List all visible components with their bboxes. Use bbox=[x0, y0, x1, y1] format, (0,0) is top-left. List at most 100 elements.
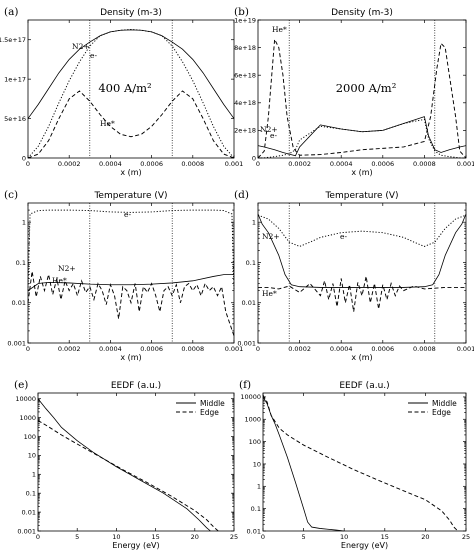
x-tick-label: 0.0008 bbox=[181, 345, 204, 353]
y-tick-label: 0.1 bbox=[26, 489, 36, 497]
panel-letter: (a) bbox=[4, 6, 18, 18]
legend-entry: Middle bbox=[200, 399, 225, 408]
plot-frame bbox=[257, 19, 467, 159]
y-tick-label: 100 bbox=[24, 433, 36, 441]
y-tick-label: 10000 bbox=[240, 393, 261, 401]
series-label: He* bbox=[52, 276, 67, 285]
series-line-Middle bbox=[262, 396, 345, 532]
plot-frame bbox=[27, 202, 235, 344]
x-tick-label: 20 bbox=[421, 533, 429, 541]
x-tick-label: 0.0002 bbox=[58, 345, 81, 353]
legend-entry: Edge bbox=[200, 408, 219, 417]
x-tick-label: 0.0004 bbox=[330, 160, 353, 168]
x-tick-label: 10 bbox=[112, 533, 120, 541]
panel-letter: (e) bbox=[14, 379, 28, 391]
panel-title: EEDF (a.u.) bbox=[111, 381, 161, 391]
series-line-e bbox=[27, 28, 235, 159]
y-tick-label: 0.1 bbox=[246, 259, 256, 267]
x-axis-label: x (m) bbox=[351, 168, 372, 177]
x-axis-label: Energy (eV) bbox=[341, 541, 388, 550]
panel-title: Density (m-3) bbox=[100, 8, 162, 18]
panel-letter: (f) bbox=[239, 379, 251, 391]
y-tick-label: 1e+17 bbox=[4, 75, 26, 83]
x-tick-label: 0.0006 bbox=[140, 160, 163, 168]
y-tick-label: 0.01 bbox=[22, 508, 36, 516]
y-tick-label: 1000 bbox=[244, 416, 261, 424]
x-tick-label: 0.001 bbox=[225, 345, 244, 353]
chart-panel-b: Density (m-3) (b) 0 0.0002 0.0004 0.0006 0.000… bbox=[234, 6, 474, 177]
x-tick-label: 0.001 bbox=[457, 160, 474, 168]
y-tick-label: 0.01 bbox=[12, 299, 26, 307]
y-tick-label: 8e+18 bbox=[234, 44, 256, 52]
y-tick-label: 10 bbox=[28, 452, 36, 460]
series-label: N2+ bbox=[260, 125, 278, 134]
series-line-He bbox=[27, 90, 235, 159]
x-tick-label: 0 bbox=[256, 160, 260, 168]
series-line-N2 bbox=[27, 274, 234, 291]
y-tick-label: 0.01 bbox=[247, 527, 261, 535]
plot-frame bbox=[257, 202, 467, 344]
chart-panel-a: Density (m-3) (a) 0 0.0002 0.0004 0.0006 0.000… bbox=[0, 6, 243, 177]
current-density-annotation: 2000 A/m² bbox=[336, 81, 397, 95]
x-tick-label: 0 bbox=[26, 160, 30, 168]
series-line-Edge bbox=[37, 420, 219, 532]
x-tick-label: 0.001 bbox=[457, 345, 474, 353]
x-tick-label: 0.0008 bbox=[181, 160, 204, 168]
x-tick-label: 0 bbox=[36, 533, 40, 541]
y-tick-label: 0 bbox=[252, 154, 256, 162]
panel-letter: (c) bbox=[4, 189, 18, 201]
panel-title: Temperature (V) bbox=[93, 191, 167, 201]
plot-frame bbox=[27, 19, 235, 159]
series-line-e bbox=[257, 214, 467, 247]
y-tick-label: 1.5e+17 bbox=[0, 36, 26, 44]
series-label: N2+ bbox=[262, 232, 280, 241]
y-tick-label: 0.01 bbox=[242, 299, 256, 307]
y-tick-label: 0 bbox=[22, 154, 26, 162]
series-label: He* bbox=[100, 119, 115, 128]
y-tick-label: 2e+18 bbox=[234, 127, 256, 135]
series-line-e bbox=[27, 209, 235, 291]
y-tick-label: 1 bbox=[252, 219, 256, 227]
y-tick-label: 0.1 bbox=[251, 505, 261, 513]
y-tick-label: 5e+16 bbox=[4, 115, 26, 123]
x-axis-label: x (m) bbox=[120, 168, 141, 177]
y-tick-label: 0.1 bbox=[16, 259, 26, 267]
panel-title: EEDF (a.u.) bbox=[339, 381, 389, 391]
x-tick-label: 0 bbox=[26, 345, 30, 353]
plot-frame bbox=[262, 392, 467, 532]
y-tick-label: 0.001 bbox=[237, 339, 256, 347]
x-axis-label: x (m) bbox=[120, 353, 141, 362]
x-tick-label: 15 bbox=[381, 533, 389, 541]
y-tick-label: 1 bbox=[257, 483, 261, 491]
series-line-Middle bbox=[37, 398, 211, 532]
chart-panel-d: Temperature (V) (d) 0 0.0002 0.0004 0.0006 0.0… bbox=[234, 189, 474, 362]
legend-entry: Edge bbox=[432, 408, 451, 417]
y-tick-label: 100 bbox=[249, 438, 261, 446]
series-label: N2+ bbox=[72, 42, 90, 51]
series-label: e- bbox=[270, 131, 277, 140]
y-tick-label: 10 bbox=[253, 460, 261, 468]
x-tick-label: 0.0004 bbox=[330, 345, 353, 353]
series-line-N2 bbox=[257, 213, 467, 288]
panel-title: Density (m-3) bbox=[331, 8, 393, 18]
current-density-annotation: 400 A/m² bbox=[98, 81, 151, 95]
x-tick-label: 0.001 bbox=[225, 160, 244, 168]
x-tick-label: 0 bbox=[256, 345, 260, 353]
series-line-e bbox=[257, 118, 467, 159]
panel-letter: (d) bbox=[234, 189, 249, 201]
x-tick-label: 0.0004 bbox=[99, 345, 122, 353]
x-tick-label: 20 bbox=[191, 533, 199, 541]
x-tick-label: 25 bbox=[462, 533, 470, 541]
x-tick-label: 0.0002 bbox=[288, 345, 311, 353]
y-tick-label: 0.001 bbox=[7, 339, 26, 347]
x-tick-label: 25 bbox=[230, 533, 238, 541]
series-line-He bbox=[27, 271, 235, 337]
y-tick-label: 1e+19 bbox=[234, 16, 256, 24]
series-label: e- bbox=[124, 210, 131, 219]
x-axis-label: x (m) bbox=[351, 353, 372, 362]
x-tick-label: 0 bbox=[261, 533, 265, 541]
series-label: He* bbox=[262, 289, 277, 298]
x-tick-label: 0.0008 bbox=[413, 160, 436, 168]
y-tick-label: 0.001 bbox=[17, 527, 36, 535]
